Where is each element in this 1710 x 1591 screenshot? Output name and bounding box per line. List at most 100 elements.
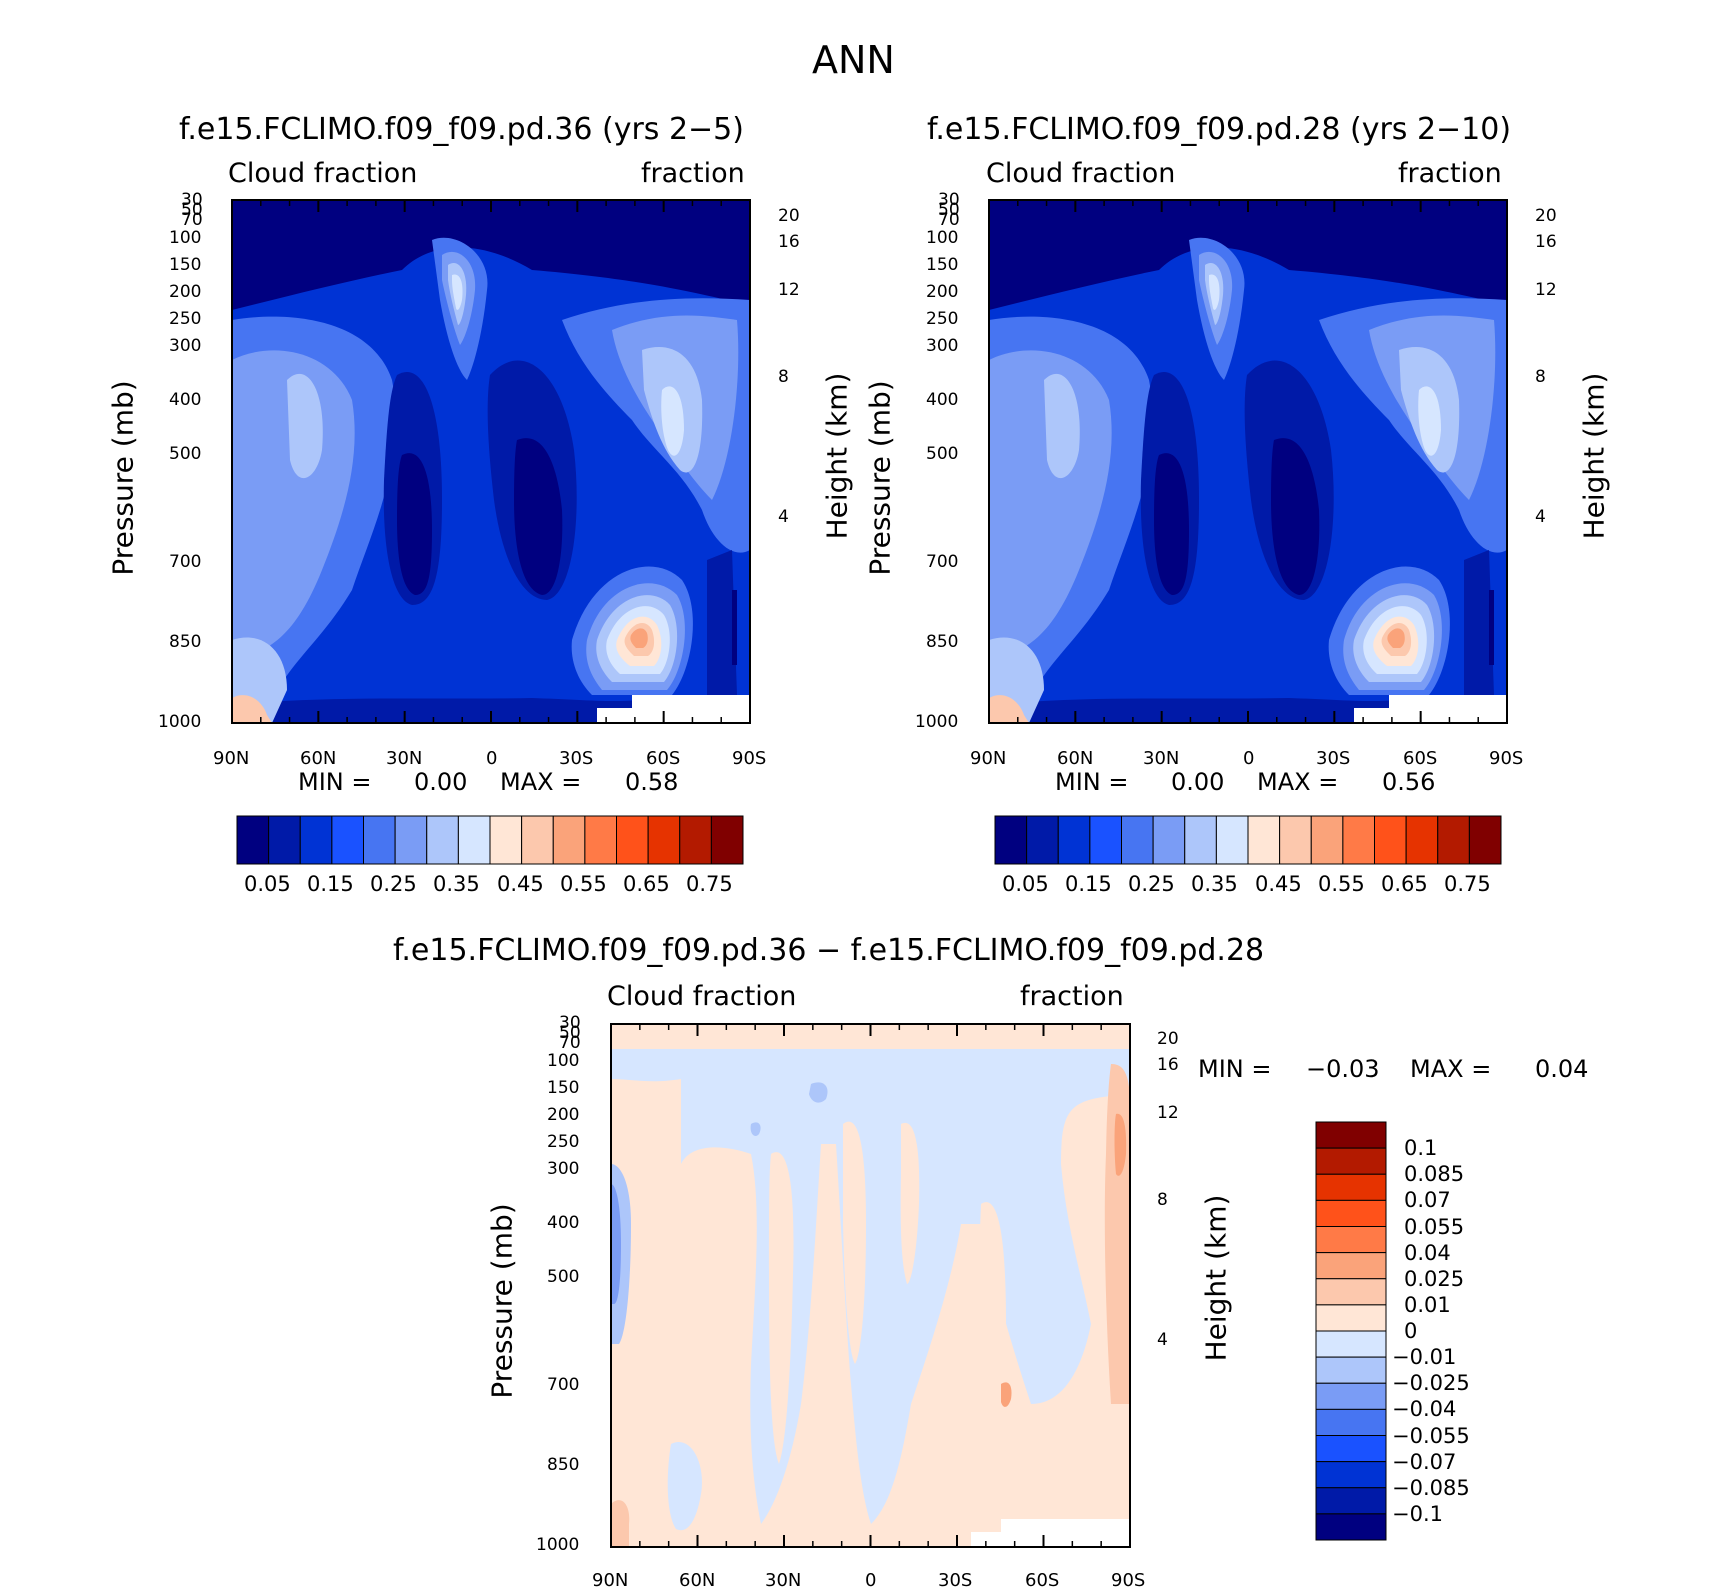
contour-region-left-lighter (232, 350, 355, 650)
panel3-ytick-right: 8 (1157, 1190, 1168, 1210)
contour-region-positive-streak (976, 1202, 1006, 1449)
contour-region-polar-streaks (707, 550, 737, 695)
colorbar-swatch (1315, 1408, 1387, 1436)
contour-region-polar-dark (732, 590, 737, 665)
panel2-ytick: 250 (926, 309, 959, 329)
panel3-ytick-right: 4 (1157, 1330, 1168, 1350)
colorbar-swatch (1026, 815, 1059, 865)
panel1-cbar-label: 0.35 (433, 872, 480, 896)
colorbar-swatch (552, 815, 586, 865)
contour-region-lower-left-warm (611, 1500, 630, 1547)
panel3-cbar-label: 0.07 (1404, 1188, 1451, 1213)
contour-region-trop-tower-4 (1209, 274, 1220, 310)
panel3-xtick: 60N (679, 1570, 716, 1591)
panel2-ytick: 400 (926, 390, 959, 410)
contour-region-right-warm-2 (1114, 1113, 1127, 1176)
contour-region-right-palest (1418, 386, 1441, 456)
colorbar-swatch (1315, 1330, 1387, 1358)
contour-region-left-lighter (989, 350, 1112, 650)
contour-region-neg-blob (809, 1082, 828, 1103)
panel1-xtick: 60N (300, 748, 337, 769)
panel1-cbar-label: 0.55 (560, 872, 607, 896)
panel2-cbar-label: 0.45 (1255, 872, 1302, 896)
panel2-xtick: 60S (1403, 748, 1438, 769)
panel3-plot (610, 1023, 1131, 1548)
contour-region-positive-streak (900, 1122, 920, 1284)
panel1-min-value: 0.00 (414, 768, 468, 796)
contour-region-left-pale (1044, 373, 1080, 479)
panel1-ylabel: Pressure (mb) (106, 380, 140, 576)
panel2-cbar-label: 0.55 (1318, 872, 1365, 896)
panel3-xtick: 90S (1111, 1570, 1146, 1591)
panel1-title: f.e15.FCLIMO.f09_f09.pd.36 (yrs 2−5) (179, 112, 744, 147)
contour-region-warm-blob (1001, 1382, 1012, 1407)
panel3-cbar-label: 0.01 (1404, 1292, 1451, 1317)
colorbar-swatch (299, 815, 333, 865)
panel3-ytick: 500 (547, 1267, 580, 1287)
panel2-cbar-label: 0.05 (1002, 872, 1049, 896)
panel2-ytick: 500 (926, 444, 959, 464)
missing-data-region (1354, 708, 1389, 723)
panel1-ytick: 30 (181, 190, 203, 210)
colorbar-swatch (1405, 815, 1439, 865)
panel3-cbar-label: −0.01 (1392, 1345, 1457, 1370)
panel1-colorbar (236, 815, 744, 865)
panel3-xtick: 30S (938, 1570, 973, 1591)
panel1-xtick: 90N (213, 748, 250, 769)
contour-region-positive-streak (843, 1121, 866, 1364)
colorbar-swatch (1315, 1513, 1387, 1541)
panel1-left-label: Cloud fraction (228, 158, 418, 189)
contour-region-darkest-core-right (514, 438, 563, 595)
panel3-cbar-label: 0 (1404, 1319, 1418, 1343)
panel3-ytick: 200 (547, 1105, 580, 1125)
panel2-cbar-label: 0.65 (1381, 872, 1428, 896)
panel1-ytick: 70 (181, 210, 203, 230)
panel2-xtick: 90N (970, 748, 1007, 769)
colorbar-swatch (679, 815, 712, 865)
panel3-cbar-label: −0.07 (1392, 1449, 1457, 1474)
colorbar-swatch (1315, 1121, 1387, 1149)
panel3-ytick: 150 (547, 1078, 580, 1098)
contour-region-negative-main (611, 1049, 1130, 1524)
colorbar-swatch (1315, 1278, 1387, 1306)
panel3-ytick: 1000 (536, 1535, 580, 1555)
panel2-ytick: 50 (938, 200, 960, 220)
panel1-right-label: fraction (641, 158, 745, 189)
colorbar-swatch (1315, 1461, 1387, 1489)
panel3-ytick-right: 16 (1157, 1055, 1179, 1075)
panel1-ytick: 850 (169, 632, 202, 652)
panel3-left-label: Cloud fraction (607, 981, 797, 1012)
colorbar-swatch (1315, 1226, 1387, 1254)
panel1-plot (231, 199, 751, 724)
panel3-cbar-label: 0.1 (1404, 1136, 1438, 1161)
contour-region-left-bottom-warm (232, 695, 272, 723)
colorbar-swatch (236, 815, 270, 865)
panel1-ytick: 1000 (158, 712, 202, 732)
colorbar-swatch (1215, 815, 1249, 865)
contour-region-positive-streak (769, 1152, 794, 1464)
panel2-right-label: fraction (1398, 158, 1502, 189)
panel1-cbar-label: 0.15 (307, 872, 354, 896)
panel2-ytick: 850 (926, 632, 959, 652)
panel2-ytick-right: 16 (1535, 232, 1557, 252)
colorbar-swatch (1437, 815, 1470, 865)
colorbar-swatch (584, 815, 617, 865)
colorbar-swatch (1315, 1487, 1387, 1515)
contour-region-stratocu-7 (630, 628, 648, 648)
colorbar-swatch (1468, 815, 1502, 865)
missing-data-region (597, 708, 632, 723)
panel2-xtick: 30S (1316, 748, 1351, 769)
contour-region-right-palest (661, 386, 684, 456)
panel3-cbar-label: 0.055 (1404, 1214, 1465, 1239)
panel3-cbar-label: −0.1 (1392, 1501, 1443, 1526)
contour-region-neg-bottom (667, 1442, 702, 1531)
colorbar-swatch (394, 815, 428, 865)
panel3-max-label: MAX = (1410, 1055, 1492, 1083)
missing-data-region (971, 1532, 1001, 1547)
panel2-ytick: 1000 (915, 712, 959, 732)
colorbar-swatch (1121, 815, 1154, 865)
panel3-ytick: 70 (559, 1033, 581, 1053)
panel3-cbar-label: 0.085 (1404, 1162, 1465, 1187)
tick-marks (988, 200, 1508, 723)
missing-data-region (632, 695, 750, 723)
